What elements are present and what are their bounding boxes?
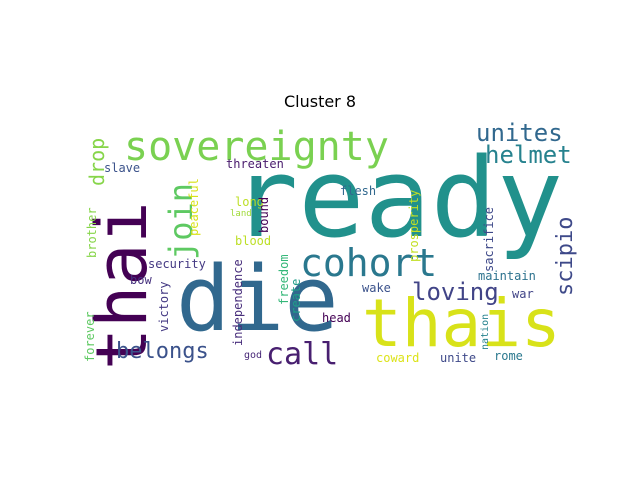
word-cohort: cohort bbox=[300, 241, 437, 285]
word-unites: unites bbox=[476, 119, 563, 147]
word-rome: rome bbox=[494, 349, 523, 363]
word-security: security bbox=[148, 257, 206, 271]
word-loving: loving bbox=[412, 278, 499, 306]
word-create: create bbox=[289, 279, 303, 322]
word-prosperity: prosperity bbox=[407, 190, 421, 262]
word-peaceful: peaceful bbox=[187, 178, 201, 236]
word-maintain: maintain bbox=[478, 269, 536, 283]
word-freedom: freedom bbox=[277, 254, 291, 305]
word-god: god bbox=[244, 350, 262, 361]
word-land: land bbox=[230, 209, 252, 219]
word-victory: victory bbox=[157, 281, 171, 332]
word-nation: nation bbox=[480, 314, 491, 350]
word-sovereignty: sovereignty bbox=[124, 124, 389, 170]
word-sacrifice: sacrifice bbox=[482, 207, 496, 272]
word-head: head bbox=[322, 311, 351, 325]
word-helmet: helmet bbox=[485, 141, 572, 169]
word-threaten: threaten bbox=[226, 157, 284, 171]
word-thais: thais bbox=[362, 285, 561, 362]
word-blood: blood bbox=[235, 234, 271, 248]
word-bound: bound bbox=[257, 197, 271, 233]
word-coward: coward bbox=[376, 351, 419, 365]
word-thai: thai bbox=[81, 201, 163, 370]
word-slave: slave bbox=[104, 161, 140, 175]
word-wake: wake bbox=[362, 281, 391, 295]
chart-title: Cluster 8 bbox=[283, 92, 357, 111]
word-bow: bow bbox=[130, 273, 152, 287]
word-drop: drop bbox=[85, 138, 109, 186]
word-forever: forever bbox=[83, 311, 97, 362]
word-scipio: scipio bbox=[553, 217, 578, 296]
word-join: join bbox=[162, 183, 200, 260]
word-independence: independence bbox=[231, 259, 245, 346]
word-long: long bbox=[235, 195, 264, 209]
word-flesh: flesh bbox=[340, 184, 376, 198]
word-ready: ready bbox=[232, 134, 563, 262]
word-war: war bbox=[512, 287, 534, 301]
word-unite: unite bbox=[440, 351, 476, 365]
word-call: call bbox=[266, 337, 338, 372]
word-brother: brother bbox=[85, 207, 99, 258]
word-belongs: belongs bbox=[116, 339, 209, 364]
word-die: die bbox=[176, 247, 339, 352]
